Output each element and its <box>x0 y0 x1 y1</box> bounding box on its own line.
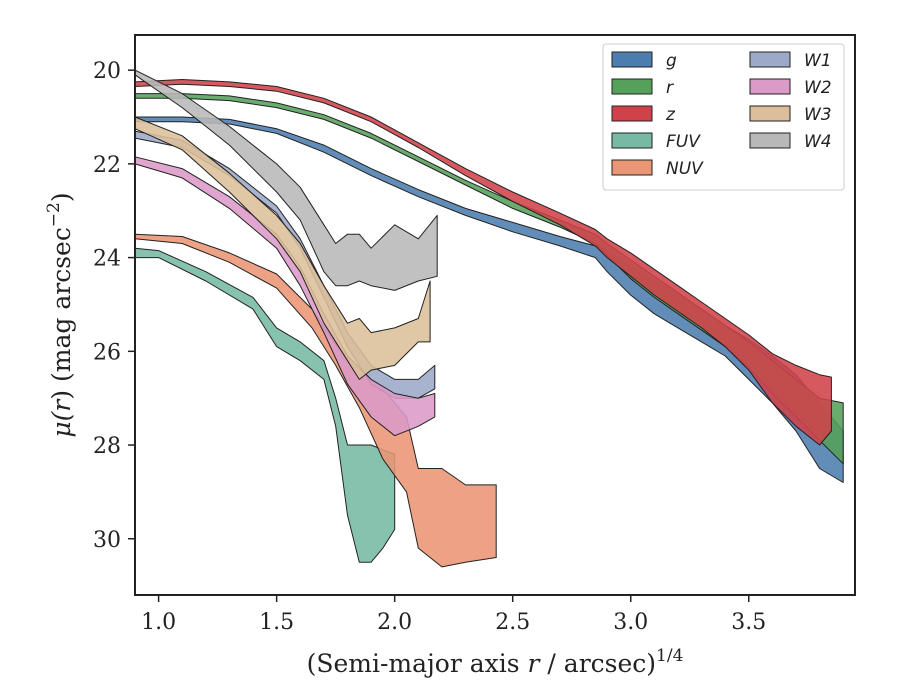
legend-swatch-g <box>611 51 653 68</box>
x-tick-label: 2.5 <box>495 610 530 635</box>
legend: grz FUV NUV W1 W2 W3 W4 <box>602 43 845 191</box>
series-band-W1 <box>134 130 436 399</box>
legend-swatch-W3 <box>749 105 791 122</box>
series-band-W4 <box>134 69 438 291</box>
legend-label-FUV: FUV <box>666 132 701 152</box>
legend-label-r: r <box>666 78 674 98</box>
legend-label-g: g <box>666 51 677 71</box>
series-band-W3 <box>134 116 431 380</box>
legend-swatch-FUV <box>611 132 653 149</box>
legend-label-z: z <box>665 105 676 125</box>
series-band-r <box>134 93 844 465</box>
y-axis-label: μ(r) (mag arcsec−2) <box>44 192 76 437</box>
x-axis-label: (Semi-major axis r / arcsec)1/4 <box>307 646 684 678</box>
x-tick-label: 3.0 <box>613 610 648 635</box>
series-band-FUV <box>134 247 396 563</box>
legend-label-W4: W4 <box>804 132 832 152</box>
x-tick-label: 1.5 <box>259 610 294 635</box>
y-tick-label: 26 <box>93 340 121 365</box>
legend-label-W2: W2 <box>804 78 832 98</box>
x-tick-label: 2.0 <box>377 610 412 635</box>
plot-frame <box>134 34 856 596</box>
series-layer <box>134 69 844 568</box>
x-tick-label: 1.0 <box>141 610 176 635</box>
legend-swatch-W2 <box>749 78 791 95</box>
legend-swatch-r <box>611 78 653 95</box>
legend-label-W3: W3 <box>804 105 832 125</box>
legend-swatch-W1 <box>749 51 791 68</box>
y-tick-label: 22 <box>93 153 121 178</box>
legend-label-NUV: NUV <box>666 159 704 179</box>
y-tick-label: 20 <box>93 59 121 84</box>
y-tick-label: 30 <box>93 528 121 553</box>
x-tick-label: 3.5 <box>731 610 766 635</box>
legend-swatch-NUV <box>611 159 653 176</box>
y-tick-label: 28 <box>93 434 121 459</box>
y-tick-label: 24 <box>93 247 121 272</box>
legend-swatch-W4 <box>749 132 791 149</box>
axis-ticks: 1.0 1.5 2.0 2.5 3.0 3.5 20 22 24 26 28 30 <box>93 59 766 635</box>
legend-swatch-z <box>611 105 653 122</box>
series-band-z <box>134 79 832 446</box>
legend-label-W1: W1 <box>804 51 832 71</box>
series-band-g <box>134 116 844 483</box>
